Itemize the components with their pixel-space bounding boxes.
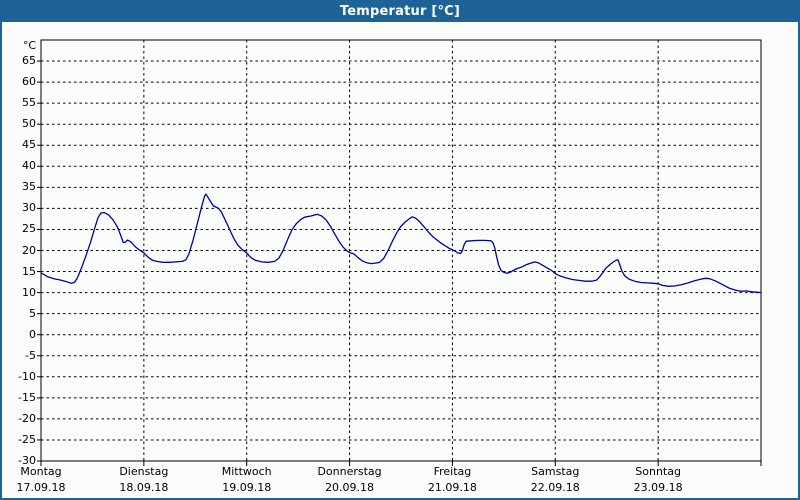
x-axis-day-label: Montag <box>20 465 62 478</box>
y-axis-label: 50 <box>22 117 36 131</box>
y-axis-label: -25 <box>18 432 36 446</box>
x-axis-day-label: Donnerstag <box>317 465 382 478</box>
temperature-line <box>40 193 762 294</box>
y-axis-label: -20 <box>18 411 36 425</box>
y-axis-label: -30 <box>18 454 36 467</box>
x-axis-date-label: 22.09.18 <box>530 481 580 494</box>
y-axis-label: -10 <box>18 369 36 383</box>
y-axis-label: 45 <box>22 138 36 152</box>
y-axis-label: -5 <box>25 348 36 362</box>
x-axis-date-label: 19.09.18 <box>222 481 272 494</box>
x-axis-date-label: 21.09.18 <box>427 481 477 494</box>
x-axis-date-label: 20.09.18 <box>325 481 375 494</box>
x-axis-day-label: Freitag <box>433 465 472 478</box>
x-axis-day-label: Sonntag <box>635 465 681 478</box>
y-axis-unit-label: °C <box>22 39 36 52</box>
x-axis-date-label: 17.09.18 <box>16 481 66 494</box>
y-axis-label: 15 <box>22 264 36 278</box>
x-axis-day-label: Mittwoch <box>221 465 272 478</box>
window-title: Temperatur [°C] <box>339 3 461 19</box>
y-axis-label: 30 <box>22 201 36 215</box>
y-axis-label: 35 <box>22 180 36 194</box>
x-axis-date-label: 18.09.18 <box>119 481 169 494</box>
title-bar: Temperatur [°C] <box>0 0 800 22</box>
y-axis-label: 0 <box>29 327 36 341</box>
y-axis-label: 10 <box>22 285 36 299</box>
x-axis-day-label: Samstag <box>531 465 580 478</box>
plot-frame <box>40 39 762 462</box>
x-axis-date-label: 23.09.18 <box>633 481 683 494</box>
y-axis-label: 25 <box>22 222 36 236</box>
y-axis-label: 60 <box>22 75 36 89</box>
y-axis-label: 40 <box>22 159 36 173</box>
x-axis-day-label: Dienstag <box>119 465 169 478</box>
y-axis-label: 20 <box>22 243 36 257</box>
y-axis-label: 65 <box>22 54 36 68</box>
y-axis-label: 55 <box>22 96 36 110</box>
y-axis-label: 5 <box>29 306 36 320</box>
y-axis-label: -15 <box>18 390 36 404</box>
